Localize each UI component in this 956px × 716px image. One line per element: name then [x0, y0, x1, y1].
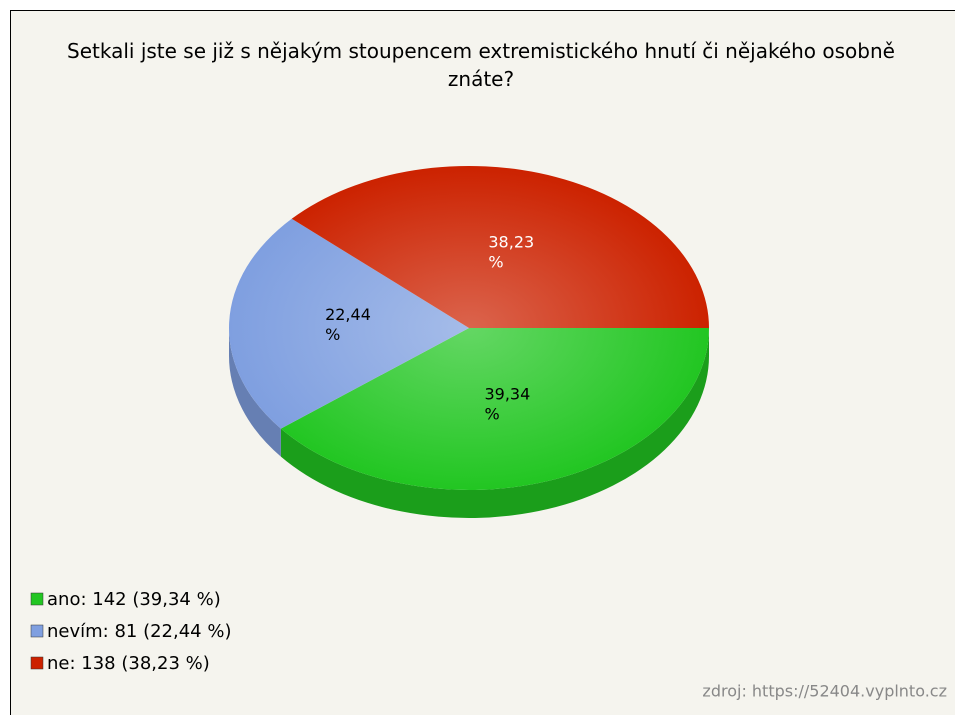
slice-label: 38,23% [488, 232, 534, 271]
source: zdroj: https://52404.vyplnto.cz [702, 682, 947, 701]
slice-label: 39,34% [484, 384, 530, 423]
chart-title: Setkali jste se již s nějakým stoupencem… [67, 39, 895, 91]
chart: zdroj: https://52404.vyplnto.cz 39,34 % 22… [30, 165, 947, 701]
legend-swatch [30, 624, 44, 638]
slice-label: 22,44% [325, 305, 371, 344]
slice [229, 218, 469, 429]
legend-label: ne: 138 (38,23 %) [47, 653, 210, 674]
slice [280, 328, 709, 491]
legend-swatch [30, 592, 44, 606]
slice-side [229, 328, 281, 457]
legend-label: ano: 142 (39,34 %) [47, 589, 221, 610]
legend-label: nevím: 81 (22,44 %) [47, 621, 231, 642]
slice [291, 165, 709, 328]
chart-frame: Setkali jste se již s nějakým stoupencem… [10, 10, 955, 715]
slice-side [280, 328, 709, 518]
legend-swatch [30, 656, 44, 670]
